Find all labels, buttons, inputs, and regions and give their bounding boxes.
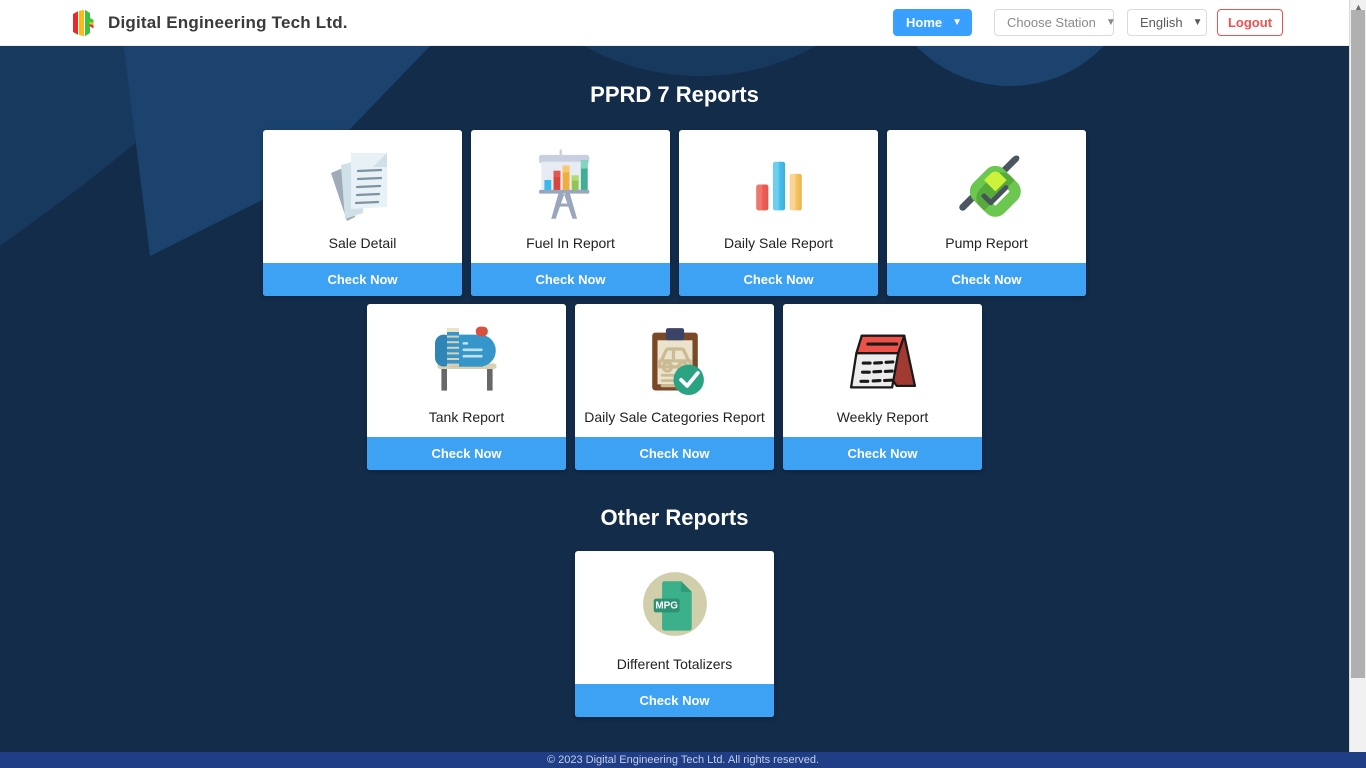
svg-text:MPG: MPG (655, 600, 678, 611)
